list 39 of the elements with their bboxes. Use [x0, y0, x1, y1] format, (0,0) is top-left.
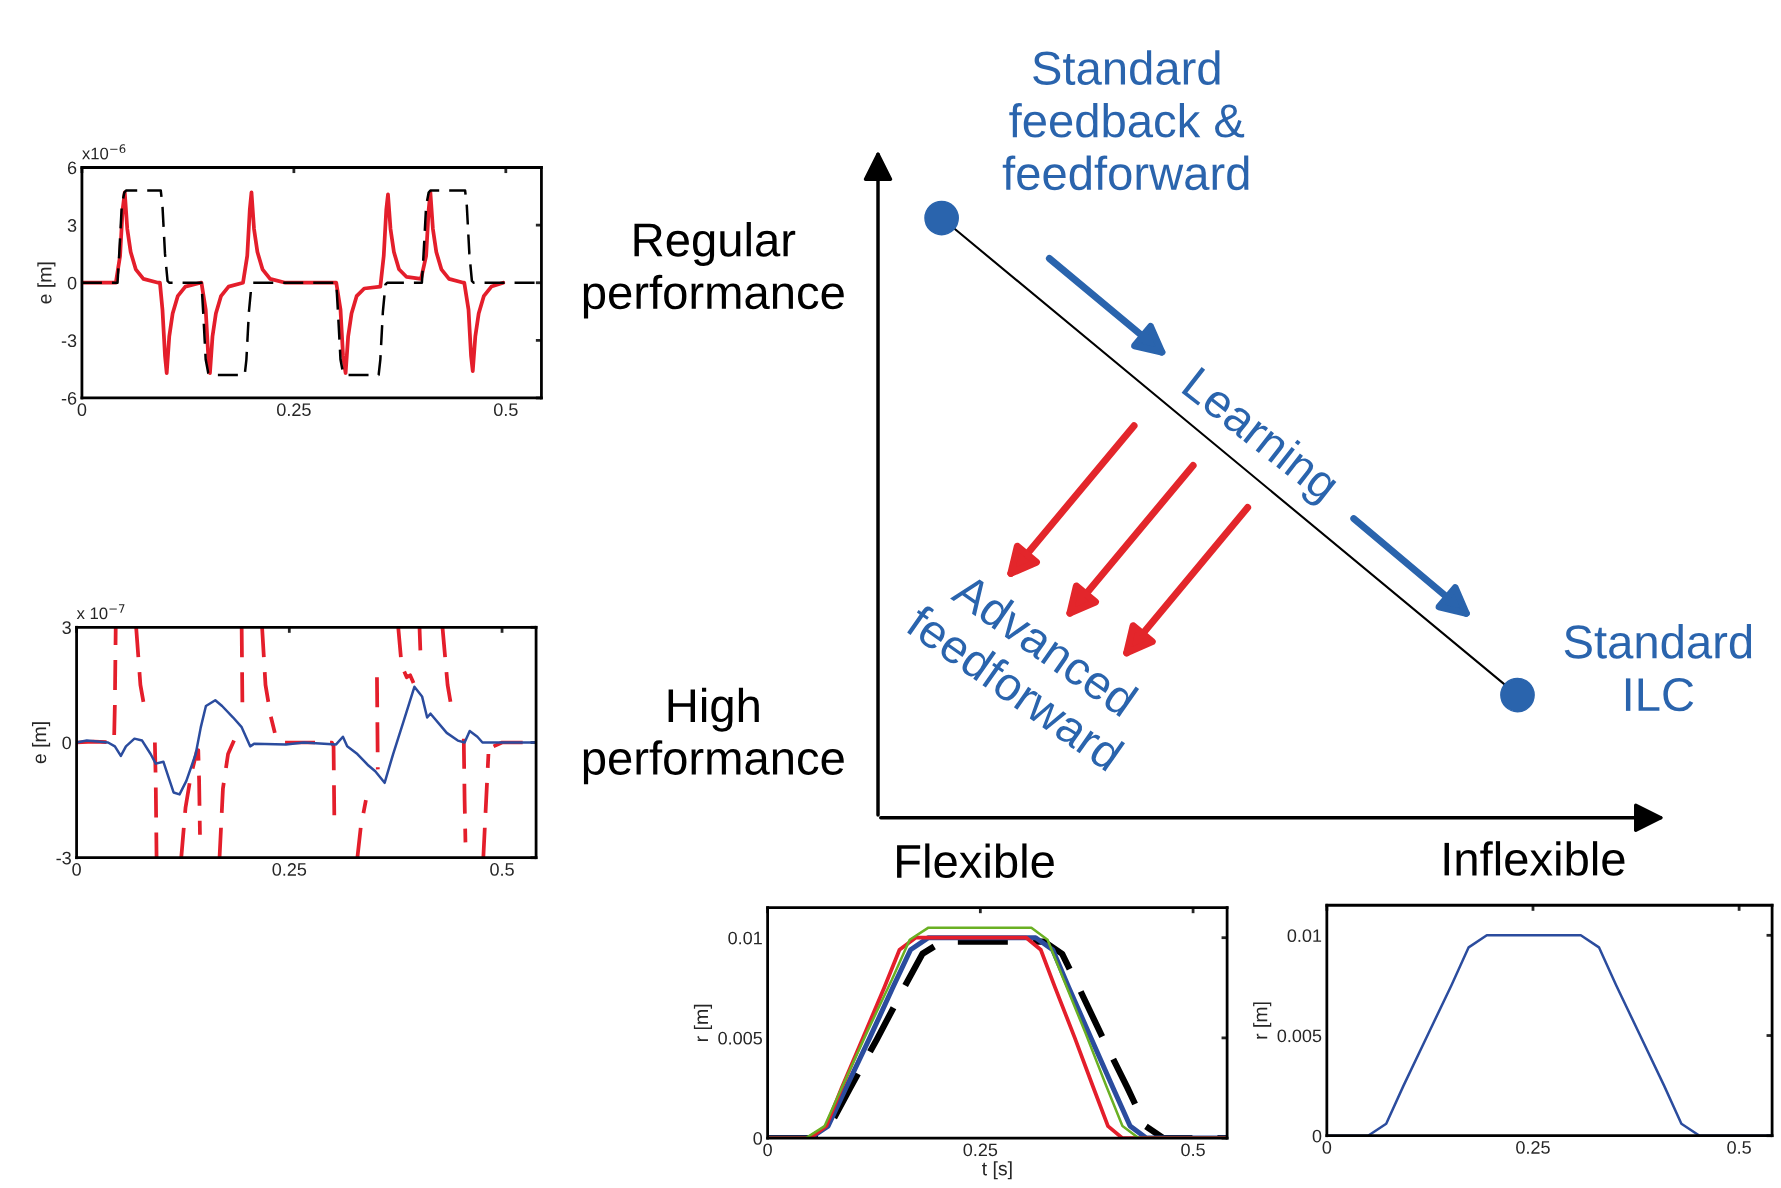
y-tick-label: -6: [61, 391, 77, 405]
y-axis-title: r [m]: [693, 1004, 713, 1042]
y-axis-title: e [m]: [37, 262, 56, 304]
text: Standard feedback & feedforward: [1002, 50, 1249, 191]
y-tick-label: -3: [61, 334, 77, 348]
x-tick-label: 0.25: [963, 1143, 998, 1157]
x-tick-label: 0.25: [1516, 1141, 1550, 1154]
y-tick-label: -3: [56, 851, 71, 865]
y-tick-label: 0: [753, 1132, 763, 1145]
x-axis-title: t [s]: [981, 1161, 1012, 1180]
x-tick-label: 0.25: [277, 403, 311, 417]
y-axis-title: r [m]: [1253, 1002, 1272, 1039]
y-tick-label: 0: [62, 736, 72, 750]
text: Standard ILC: [1564, 624, 1752, 712]
y-tick-label: 6: [67, 161, 77, 175]
text: Flexible: [897, 843, 1054, 879]
text: x 10$^{−7}$: [76, 604, 125, 620]
x-tick-label: 0.5: [493, 403, 518, 417]
y-tick-label: 0.01: [1287, 929, 1322, 943]
y-tick-label: 0.005: [1277, 1029, 1322, 1043]
x-tick-label: 0: [77, 403, 87, 417]
text: High performance: [583, 687, 844, 785]
x-tick-label: 0.5: [490, 863, 514, 876]
y-tick-label: 3: [67, 219, 77, 232]
x-tick-label: 0: [763, 1143, 772, 1157]
text: Inflexible: [1444, 841, 1625, 876]
text: Regular performance: [583, 222, 844, 319]
y-tick-label: 0.01: [728, 931, 762, 945]
line-series: [76, 685, 537, 796]
y-tick-label: 0.005: [718, 1031, 762, 1045]
y-tick-label: 3: [62, 621, 71, 634]
x-tick-label: 0.25: [272, 863, 307, 876]
x-tick-label: 0.5: [1727, 1141, 1751, 1154]
y-axis-title: e [m]: [31, 722, 51, 764]
text: x10$^{−6}$: [82, 144, 126, 160]
y-tick-label: 0: [1312, 1129, 1322, 1143]
x-tick-label: 0.5: [1181, 1143, 1205, 1157]
y-tick-label: 0: [67, 276, 77, 290]
x-tick-label: 0: [1322, 1141, 1332, 1154]
